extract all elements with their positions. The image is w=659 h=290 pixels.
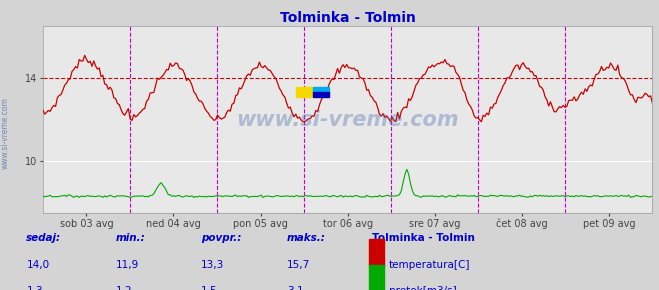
Text: 14,0: 14,0 xyxy=(26,260,49,270)
Title: Tolminka - Tolmin: Tolminka - Tolmin xyxy=(279,11,416,25)
Text: min.:: min.: xyxy=(115,233,145,243)
Bar xyxy=(369,239,384,266)
Text: pretok[m3/s]: pretok[m3/s] xyxy=(389,287,457,290)
Text: 1,3: 1,3 xyxy=(26,287,43,290)
Text: 13,3: 13,3 xyxy=(201,260,224,270)
Text: 1,2: 1,2 xyxy=(115,287,132,290)
Text: sedaj:: sedaj: xyxy=(26,233,61,243)
Bar xyxy=(312,87,330,92)
Text: 3,1: 3,1 xyxy=(287,287,303,290)
Bar xyxy=(369,265,384,290)
Text: 11,9: 11,9 xyxy=(115,260,138,270)
Text: maks.:: maks.: xyxy=(287,233,326,243)
Bar xyxy=(312,92,330,97)
Text: www.si-vreme.com: www.si-vreme.com xyxy=(237,110,459,130)
Text: 15,7: 15,7 xyxy=(287,260,310,270)
Text: temperatura[C]: temperatura[C] xyxy=(389,260,471,270)
Text: 1,5: 1,5 xyxy=(201,287,217,290)
Bar xyxy=(296,87,312,97)
Text: www.si-vreme.com: www.si-vreme.com xyxy=(1,97,10,169)
Text: povpr.:: povpr.: xyxy=(201,233,241,243)
Text: Tolminka - Tolmin: Tolminka - Tolmin xyxy=(372,233,475,243)
